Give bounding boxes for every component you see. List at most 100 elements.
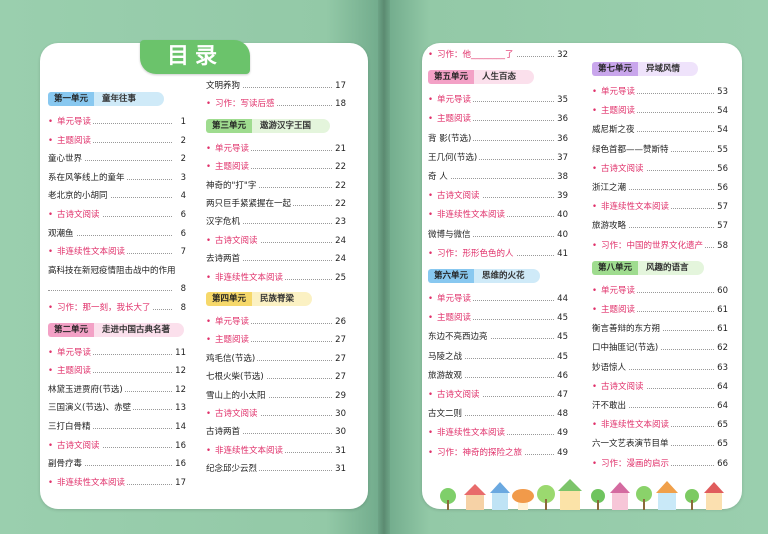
toc-article-entry[interactable]: 东边不亮西边亮 45 xyxy=(428,329,568,346)
toc-article-entry[interactable]: 七根火柴(节选) 27 xyxy=(206,369,346,386)
toc-section-entry[interactable]: 古诗文阅读 39 xyxy=(428,188,568,205)
unit-title: 民族脊梁 xyxy=(252,292,312,306)
toc-section-entry[interactable]: 单元导读 11 xyxy=(48,344,186,361)
leader-dots xyxy=(592,131,714,133)
toc-article-entry[interactable]: 威尼斯之夜 54 xyxy=(592,122,728,139)
toc-section-entry[interactable]: 古诗文阅读 16 xyxy=(48,437,186,454)
toc-article-entry[interactable]: 鸡毛信(节选) 27 xyxy=(206,350,346,367)
toc-section-entry[interactable]: 习作：神奇的探险之旅 49 xyxy=(428,444,568,461)
page-number: 29 xyxy=(332,387,346,404)
toc-article-entry[interactable]: 汉字危机 23 xyxy=(206,214,346,231)
toc-article-entry[interactable]: 去诗两首 24 xyxy=(206,251,346,268)
toc-section-entry[interactable]: 主题阅读 22 xyxy=(206,159,346,176)
toc-section-entry[interactable]: 主题阅读 45 xyxy=(428,310,568,327)
toc-section-entry[interactable]: 古诗文阅读 47 xyxy=(428,387,568,403)
toc-article-entry[interactable]: 王几何(节选) 37 xyxy=(428,149,568,166)
toc-article-entry[interactable]: 旅游故观 46 xyxy=(428,367,568,384)
toc-article-entry[interactable]: 童心世界 2 xyxy=(48,151,186,168)
toc-section-entry[interactable]: 单元导读 21 xyxy=(206,140,346,157)
toc-section-entry[interactable]: 主题阅读 54 xyxy=(592,103,728,120)
toc-article-entry[interactable]: 三国演义(节选)、赤壁 13 xyxy=(48,400,186,417)
entry-title: 副骨疗毒 xyxy=(48,456,85,473)
toc-section-entry[interactable]: 单元导读 44 xyxy=(428,291,568,307)
toc-article-entry[interactable]: 绿色首都——赞斯特 55 xyxy=(592,141,728,158)
toc-article-entry[interactable]: 观潮鱼 6 xyxy=(48,225,186,242)
toc-article-entry[interactable]: 微博与微信 40 xyxy=(428,226,568,243)
toc-section-entry[interactable]: 单元导读 26 xyxy=(206,314,346,330)
toc-article-entry[interactable]: 林黛玉进贾府(节选) 12 xyxy=(48,381,186,398)
toc-section-entry[interactable]: 习作：他________了 32 xyxy=(428,47,568,63)
toc-section-entry[interactable]: 主题阅读 61 xyxy=(592,302,728,318)
toc-section-entry[interactable]: 古诗文阅读 56 xyxy=(592,160,728,177)
toc-section-entry[interactable]: 古诗文阅读 6 xyxy=(48,207,186,223)
house-icon xyxy=(704,482,724,510)
toc-section-entry[interactable]: 非连续性文本阅读 31 xyxy=(206,442,346,459)
page-number: 61 xyxy=(714,321,728,338)
toc-article-entry[interactable]: 旅游攻略 57 xyxy=(592,218,728,235)
toc-article-entry[interactable]: 背 影(节选) 36 xyxy=(428,130,568,147)
toc-section-entry[interactable]: 单元导读 60 xyxy=(592,282,728,299)
toc-section-entry[interactable]: 非连续性文本阅读 40 xyxy=(428,207,568,224)
toc-section-entry[interactable]: 单元导读 1 xyxy=(48,114,186,130)
page-number: 40 xyxy=(554,226,568,243)
house-icon xyxy=(464,484,486,510)
toc-article-entry[interactable]: 8 xyxy=(48,281,186,298)
toc-section-entry[interactable]: 古诗文阅读 30 xyxy=(206,406,346,422)
page-number: 12 xyxy=(172,381,186,398)
toc-article-entry[interactable]: 老北京的小胡同 4 xyxy=(48,188,186,205)
village-illustration xyxy=(440,479,724,510)
toc-article-entry[interactable]: 妙语惊人 63 xyxy=(592,359,728,376)
toc-section-entry[interactable]: 主题阅读 27 xyxy=(206,332,346,349)
leader-dots xyxy=(428,197,554,199)
leader-dots xyxy=(592,311,714,312)
toc-section-entry[interactable]: 习作：写读后感 18 xyxy=(206,96,346,113)
toc-section-entry[interactable]: 主题阅读 2 xyxy=(48,132,186,149)
toc-article-entry[interactable]: 奇 人 38 xyxy=(428,169,568,185)
toc-section-entry[interactable]: 非连续性文本阅读 7 xyxy=(48,244,186,261)
toc-article-entry[interactable]: 神奇的"打"字 22 xyxy=(206,177,346,194)
toc-article-entry[interactable]: 六一文艺表演节目单 65 xyxy=(592,436,728,453)
toc-article-entry[interactable]: 汗不敢出 64 xyxy=(592,398,728,414)
toc-article-entry[interactable]: 浙江之潮 56 xyxy=(592,180,728,196)
unit-title: 思维的火花 xyxy=(474,269,540,283)
toc-section-entry[interactable]: 习作：中国的世界文化遗产 58 xyxy=(592,237,728,254)
toc-article-entry[interactable]: 系在风筝线上的童年 3 xyxy=(48,169,186,186)
leader-dots xyxy=(428,158,554,160)
toc-article-entry[interactable]: 高科技在新冠疫情阻击战中的作用 xyxy=(48,262,186,279)
toc-section-entry[interactable]: 古诗文阅读 64 xyxy=(592,378,728,395)
toc-section-entry[interactable]: 习作：形形色色的人 41 xyxy=(428,245,568,262)
toc-article-entry[interactable]: 口中抽匪记(节选) 62 xyxy=(592,340,728,357)
toc-article-entry[interactable]: 纪念邱少云烈 31 xyxy=(206,461,346,478)
toc-article-entry[interactable]: 衡言善辩的东方朔 61 xyxy=(592,321,728,338)
toc-article-entry[interactable]: 文明养狗 17 xyxy=(206,78,346,94)
toc-article-entry[interactable]: 雪山上的小太阳 29 xyxy=(206,387,346,404)
leader-dots xyxy=(592,407,714,408)
leader-dots xyxy=(592,368,714,370)
leader-dots xyxy=(48,234,172,236)
tree-icon xyxy=(685,489,699,510)
toc-section-entry[interactable]: 非连续性文本阅读 65 xyxy=(592,417,728,434)
toc-article-entry[interactable]: 两只巨手紧紧握在一起 22 xyxy=(206,196,346,212)
entry-title: 主题阅读 xyxy=(206,332,252,349)
toc-section-entry[interactable]: 习作：那一刻，我长大了 8 xyxy=(48,300,186,316)
toc-article-entry[interactable]: 马陵之战 45 xyxy=(428,348,568,365)
toc-section-entry[interactable]: 非连续性文本阅读 17 xyxy=(48,474,186,491)
house-icon xyxy=(656,481,678,510)
toc-section-entry[interactable]: 非连续性文本阅读 25 xyxy=(206,269,346,286)
toc-article-entry[interactable]: 副骨疗毒 16 xyxy=(48,456,186,473)
toc-section-entry[interactable]: 单元导读 35 xyxy=(428,92,568,109)
page-number: 6 xyxy=(172,225,186,242)
toc-section-entry[interactable]: 主题阅读 12 xyxy=(48,363,186,380)
toc-section-entry[interactable]: 主题阅读 36 xyxy=(428,111,568,128)
toc-article-entry[interactable]: 古诗两首 30 xyxy=(206,424,346,441)
leader-dots xyxy=(592,112,714,114)
toc-section-entry[interactable]: 非连续性文本阅读 57 xyxy=(592,199,728,216)
unit-header: 第八单元 风趣的语言 xyxy=(592,260,728,275)
toc-section-entry[interactable]: 单元导读 53 xyxy=(592,84,728,100)
toc-article-entry[interactable]: 三打白骨精 14 xyxy=(48,419,186,435)
toc-section-entry[interactable]: 古诗文阅读 24 xyxy=(206,232,346,249)
toc-section-entry[interactable]: 非连续性文本阅读 49 xyxy=(428,425,568,442)
page-number: 8 xyxy=(172,281,186,298)
toc-article-entry[interactable]: 古文二则 48 xyxy=(428,406,568,423)
toc-section-entry[interactable]: 习作：漫画的启示 66 xyxy=(592,455,728,472)
